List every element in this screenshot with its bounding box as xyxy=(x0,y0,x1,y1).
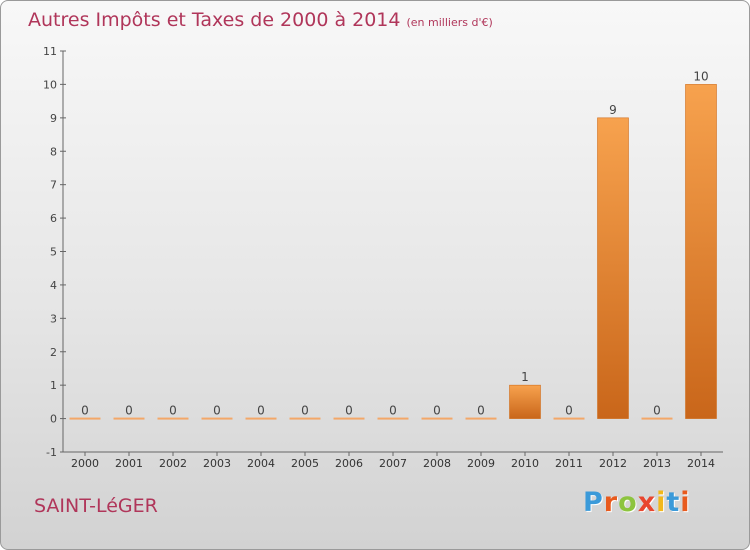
logo-letter: i xyxy=(680,487,691,518)
bars xyxy=(69,84,717,420)
chart-subtitle: (en milliers d'€) xyxy=(406,16,493,29)
x-tick-label: 2008 xyxy=(423,457,451,470)
logo-letter: P xyxy=(583,487,604,518)
x-tick-label: 2004 xyxy=(247,457,275,470)
y-tick-label: 11 xyxy=(43,45,57,58)
logo-letter: r xyxy=(603,487,619,518)
chart-title: Autres Impôts et Taxes de 2000 à 2014 (en… xyxy=(28,9,493,31)
data-label: 0 xyxy=(213,404,221,418)
y-tick-label: 4 xyxy=(50,279,57,292)
bar xyxy=(509,384,541,419)
title-text: Autres Impôts et Taxes de 2000 à 2014 xyxy=(28,9,401,31)
x-tick-label: 2002 xyxy=(159,457,187,470)
logo-letter: i xyxy=(656,487,667,518)
data-label: 0 xyxy=(345,404,353,418)
x-tick-label: 2010 xyxy=(511,457,539,470)
logo-letter: x xyxy=(637,487,657,518)
y-tick-label: 5 xyxy=(50,246,57,259)
bar xyxy=(289,417,321,420)
bar xyxy=(157,417,189,420)
bar xyxy=(421,417,453,420)
data-label: 1 xyxy=(521,370,529,384)
bar xyxy=(377,417,409,420)
bar xyxy=(641,417,673,420)
bar xyxy=(245,417,277,420)
data-label: 9 xyxy=(609,103,617,117)
y-tick-label: 3 xyxy=(50,312,57,325)
data-label: 0 xyxy=(125,404,133,418)
bar xyxy=(69,417,101,420)
data-label: 10 xyxy=(693,69,708,83)
x-tick-label: 2005 xyxy=(291,457,319,470)
data-label: 0 xyxy=(257,404,265,418)
x-tick-label: 2007 xyxy=(379,457,407,470)
y-tick-label: 10 xyxy=(43,78,57,91)
x-tick-label: 2001 xyxy=(115,457,143,470)
y-tick-label: 6 xyxy=(50,212,57,225)
data-label: 0 xyxy=(565,404,573,418)
x-tick-label: 2009 xyxy=(467,457,495,470)
bar xyxy=(201,417,233,420)
bar xyxy=(113,417,145,420)
commune-name: SAINT-LéGER xyxy=(34,495,158,517)
bar xyxy=(553,417,585,420)
y-tick-label: 2 xyxy=(50,346,57,359)
y-tick-label: -1 xyxy=(46,446,57,459)
y-tick-label: 0 xyxy=(50,413,57,426)
data-label: 0 xyxy=(433,404,441,418)
x-tick-label: 2013 xyxy=(643,457,671,470)
x-tick-label: 2006 xyxy=(335,457,363,470)
y-tick-label: 9 xyxy=(50,112,57,125)
data-label: 0 xyxy=(81,404,89,418)
bar xyxy=(333,417,365,420)
y-tick-label: 8 xyxy=(50,145,57,158)
data-label: 0 xyxy=(301,404,309,418)
x-tick-label: 2014 xyxy=(687,457,715,470)
x-tick-label: 2003 xyxy=(203,457,231,470)
bar xyxy=(465,417,497,420)
x-tick-label: 2011 xyxy=(555,457,583,470)
bar xyxy=(597,117,629,419)
data-label: 0 xyxy=(653,404,661,418)
data-label: 0 xyxy=(389,404,397,418)
x-tick-label: 2000 xyxy=(71,457,99,470)
data-label: 0 xyxy=(477,404,485,418)
logo-letter: t xyxy=(666,487,681,518)
logo-letter: o xyxy=(618,487,638,518)
proxiti-logo: Proxiti xyxy=(583,487,691,518)
x-tick-label: 2012 xyxy=(599,457,627,470)
data-label: 0 xyxy=(169,404,177,418)
y-tick-label: 7 xyxy=(50,179,57,192)
y-tick-label: 1 xyxy=(50,379,57,392)
bar xyxy=(685,84,717,419)
